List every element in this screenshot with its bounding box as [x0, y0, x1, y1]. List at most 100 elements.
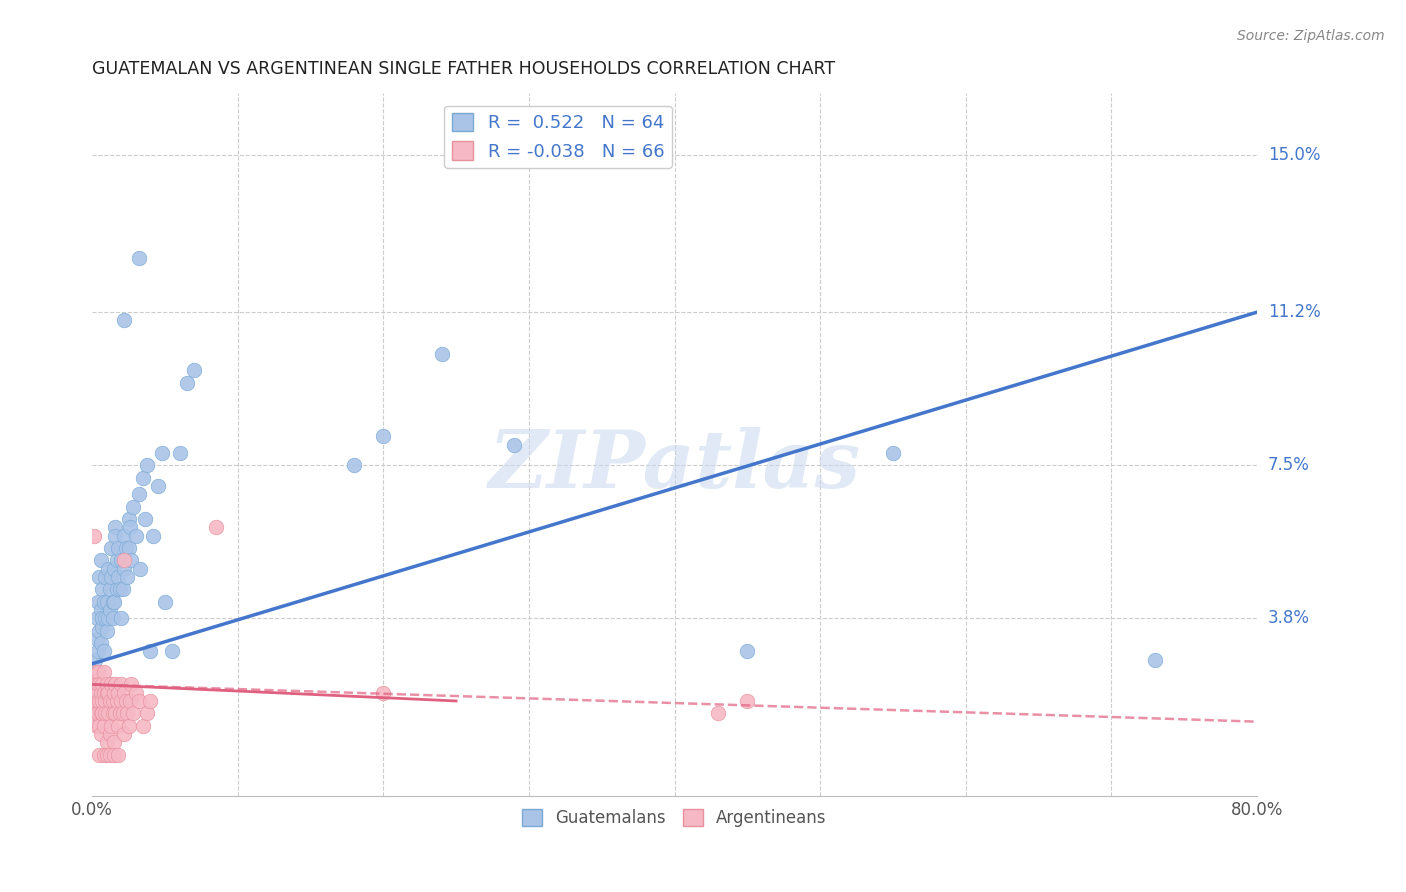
Point [117, 719, 139, 733]
Point [104, 520, 127, 534]
Point [146, 479, 169, 493]
Point [86, 677, 108, 691]
Point [128, 252, 150, 266]
Point [118, 694, 141, 708]
Point [98, 747, 121, 762]
Point [100, 570, 122, 584]
Point [101, 595, 124, 609]
Point [86, 611, 108, 625]
Point [101, 706, 124, 721]
Point [101, 611, 124, 625]
Point [96, 747, 118, 762]
Point [89, 747, 111, 762]
Point [112, 313, 135, 327]
Point [86, 632, 108, 646]
Point [93, 665, 115, 679]
Point [125, 686, 148, 700]
Point [97, 706, 120, 721]
Point [98, 603, 121, 617]
Point [110, 677, 132, 691]
Point [94, 694, 117, 708]
Point [430, 346, 453, 360]
Point [83, 694, 105, 708]
Point [110, 553, 132, 567]
Point [882, 446, 904, 460]
Point [97, 686, 120, 700]
Point [104, 677, 127, 691]
Point [118, 520, 141, 534]
Point [96, 686, 118, 700]
Text: 11.2%: 11.2% [1268, 303, 1320, 321]
Point [132, 719, 155, 733]
Point [100, 677, 122, 691]
Point [142, 528, 165, 542]
Point [97, 561, 120, 575]
Point [84, 665, 107, 679]
Text: Source: ZipAtlas.com: Source: ZipAtlas.com [1237, 29, 1385, 43]
Point [117, 512, 139, 526]
Point [98, 694, 121, 708]
Point [707, 706, 730, 721]
Point [122, 706, 145, 721]
Point [105, 694, 128, 708]
Point [84, 686, 107, 700]
Point [83, 528, 105, 542]
Point [112, 561, 135, 575]
Point [86, 694, 108, 708]
Point [108, 582, 131, 597]
Point [343, 458, 366, 473]
Point [125, 528, 148, 542]
Point [111, 706, 134, 721]
Point [89, 719, 111, 733]
Point [104, 528, 127, 542]
Point [112, 686, 135, 700]
Point [90, 553, 112, 567]
Point [93, 595, 115, 609]
Point [103, 735, 125, 749]
Point [176, 376, 198, 390]
Point [90, 603, 112, 617]
Point [373, 429, 395, 443]
Point [139, 644, 162, 658]
Point [91, 694, 114, 708]
Point [128, 694, 150, 708]
Point [91, 706, 114, 721]
Point [107, 747, 129, 762]
Point [98, 582, 121, 597]
Text: 7.5%: 7.5% [1268, 456, 1310, 475]
Point [90, 727, 112, 741]
Point [108, 706, 131, 721]
Point [91, 582, 114, 597]
Point [94, 611, 117, 625]
Point [129, 561, 152, 575]
Point [107, 686, 129, 700]
Point [87, 706, 110, 721]
Point [103, 686, 125, 700]
Point [132, 470, 155, 484]
Point [93, 719, 115, 733]
Point [169, 446, 191, 460]
Point [112, 553, 135, 567]
Point [128, 487, 150, 501]
Point [84, 652, 107, 666]
Point [96, 624, 118, 638]
Point [110, 694, 132, 708]
Point [110, 611, 132, 625]
Point [87, 686, 110, 700]
Point [96, 595, 118, 609]
Point [112, 727, 135, 741]
Point [115, 706, 138, 721]
Text: 15.0%: 15.0% [1268, 146, 1320, 164]
Legend: Guatemalans, Argentineans: Guatemalans, Argentineans [516, 802, 834, 833]
Point [89, 570, 111, 584]
Point [162, 644, 184, 658]
Point [183, 363, 205, 377]
Point [87, 665, 110, 679]
Point [100, 719, 122, 733]
Point [101, 694, 124, 708]
Point [90, 636, 112, 650]
Point [105, 553, 128, 567]
Point [98, 727, 121, 741]
Point [136, 706, 159, 721]
Point [107, 719, 129, 733]
